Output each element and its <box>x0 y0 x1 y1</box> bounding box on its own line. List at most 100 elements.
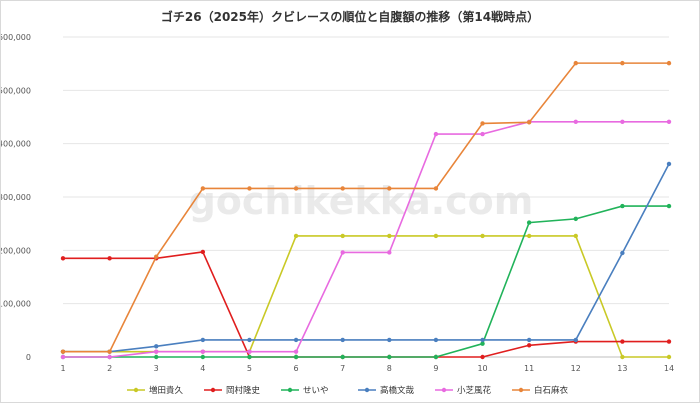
data-point <box>154 344 159 349</box>
data-point <box>60 354 66 360</box>
data-point <box>433 233 439 239</box>
legend-label: 高橋文哉 <box>380 385 415 396</box>
data-point <box>340 337 345 343</box>
series-line <box>63 163 670 353</box>
data-point <box>293 337 299 343</box>
legend-label: 増田貴久 <box>149 385 184 396</box>
legend-swatch-marker <box>441 387 447 393</box>
data-point <box>620 119 625 125</box>
legend-label: 岡村隆史 <box>226 385 261 396</box>
data-point <box>387 354 392 360</box>
data-point <box>480 337 485 343</box>
x-tick-label: 5 <box>247 364 252 373</box>
chart-title: ゴチ26（2025年）クビレースの順位と自腹額の推移（第14戦時点） <box>161 9 539 24</box>
data-point <box>247 186 252 191</box>
data-point <box>200 337 206 343</box>
y-tick-label: 300,000 <box>1 193 31 202</box>
gridlines <box>63 36 669 358</box>
legend-swatch-marker <box>364 387 370 393</box>
x-tick-label: 1 <box>60 364 65 373</box>
legend-item: 高橋文哉 <box>358 385 415 396</box>
data-point <box>480 121 485 126</box>
data-point <box>526 233 532 239</box>
series-line <box>63 251 669 358</box>
legend-swatch-marker <box>133 387 139 393</box>
y-tick-label: 100,000 <box>1 300 31 309</box>
data-point <box>666 161 672 167</box>
series-group <box>60 60 672 360</box>
data-point <box>154 254 159 259</box>
data-point <box>387 186 392 191</box>
data-point <box>666 339 672 344</box>
x-tick-label: 11 <box>524 364 534 373</box>
legend: 増田貴久 岡村隆史 せいや 高橋文哉 小芝風花 白石麻衣 <box>127 385 569 396</box>
data-point <box>433 337 439 343</box>
data-point <box>573 233 578 239</box>
data-point <box>60 256 66 261</box>
data-point <box>573 119 578 125</box>
data-point <box>573 337 578 343</box>
series-6 <box>60 60 672 354</box>
data-point <box>480 341 485 346</box>
data-point <box>200 349 206 354</box>
series-line <box>63 62 669 353</box>
y-axis: 0 100,000 200,000 300,000 400,000 500,000 600,… <box>1 33 31 362</box>
data-point <box>666 354 672 360</box>
x-axis: 1 2 3 4 5 6 7 8 9 10 11 12 13 14 <box>60 364 674 373</box>
legend-item: 岡村隆史 <box>204 385 261 396</box>
x-tick-label: 2 <box>107 364 112 373</box>
x-tick-label: 13 <box>617 364 627 373</box>
x-tick-label: 9 <box>433 364 438 373</box>
legend-item: せいや <box>281 386 329 396</box>
data-point <box>107 256 112 261</box>
legend-item: 増田貴久 <box>127 385 184 396</box>
data-point <box>154 354 159 360</box>
data-point <box>480 354 485 360</box>
data-point <box>620 60 625 66</box>
legend-item: 白石麻衣 <box>512 385 569 396</box>
x-tick-label: 14 <box>664 364 674 373</box>
data-point <box>200 354 206 360</box>
series-line <box>63 235 669 358</box>
data-point <box>526 120 532 125</box>
series-3 <box>60 203 672 360</box>
y-tick-label: 600,000 <box>1 33 31 42</box>
data-point <box>387 250 392 255</box>
legend-item: 小芝風花 <box>435 385 492 396</box>
data-point <box>200 186 206 191</box>
data-point <box>340 186 345 191</box>
data-point <box>107 354 112 360</box>
series-5 <box>60 119 672 360</box>
x-tick-label: 8 <box>387 364 392 373</box>
x-tick-label: 6 <box>294 364 299 373</box>
legend-swatch-marker <box>287 387 293 393</box>
series-line <box>63 205 669 358</box>
data-point <box>293 354 299 360</box>
data-point <box>247 349 252 354</box>
data-point <box>480 131 485 137</box>
data-point <box>247 354 252 360</box>
legend-label: せいや <box>303 386 329 396</box>
data-point <box>107 349 112 354</box>
data-point <box>573 60 578 66</box>
x-tick-label: 7 <box>340 364 345 373</box>
data-point <box>433 131 439 137</box>
x-tick-label: 3 <box>154 364 159 373</box>
data-point <box>526 220 532 225</box>
legend-label: 小芝風花 <box>457 385 492 396</box>
x-tick-label: 12 <box>571 364 581 373</box>
legend-label: 白石麻衣 <box>534 385 569 396</box>
data-point <box>526 343 532 348</box>
data-point <box>60 349 66 354</box>
data-point <box>247 337 252 343</box>
x-tick-label: 4 <box>200 364 205 373</box>
data-point <box>154 349 159 354</box>
data-point <box>340 250 345 255</box>
data-point <box>480 233 485 239</box>
data-point <box>200 249 206 255</box>
data-point <box>340 233 345 239</box>
data-point <box>433 186 439 191</box>
data-point <box>573 216 578 222</box>
